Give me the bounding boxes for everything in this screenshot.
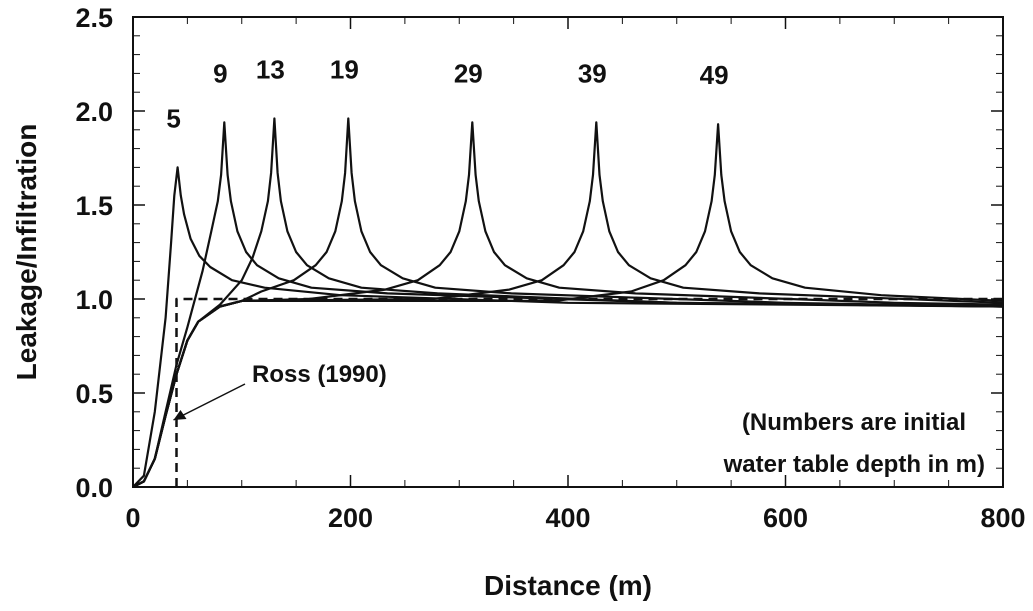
note-line-1: (Numbers are initial [742, 409, 966, 436]
series-line [132, 123, 1004, 488]
y-tick-label: 2.0 [75, 97, 113, 127]
peak-label: 39 [578, 58, 607, 88]
x-axis-title: Distance (m) [484, 570, 652, 601]
peak-label: 9 [213, 58, 227, 88]
peak-label: 5 [166, 103, 180, 133]
y-tick-label: 0.0 [75, 473, 113, 503]
series-label: Ross (1990) [252, 361, 387, 388]
peak-label: 19 [330, 55, 359, 85]
peak-label: 13 [256, 55, 285, 85]
y-tick-label: 1.5 [75, 191, 113, 221]
arrow-head [173, 410, 187, 420]
y-axis-title: Leakage/Infiltration [11, 124, 42, 381]
series-line [132, 121, 1004, 488]
x-tick-label: 400 [545, 503, 590, 533]
peak-label: 49 [700, 60, 729, 90]
note-line-2: water table depth in m) [723, 451, 985, 478]
x-tick-label: 800 [980, 503, 1025, 533]
x-tick-label: 600 [763, 503, 808, 533]
y-tick-label: 1.0 [75, 285, 113, 315]
label-arrow [173, 383, 246, 421]
x-tick-label: 0 [125, 503, 140, 533]
reference-line [175, 297, 1003, 487]
y-tick-label: 0.5 [75, 379, 113, 409]
series-line [132, 166, 1004, 488]
x-tick-label: 200 [328, 503, 373, 533]
y-tick-label: 2.5 [75, 3, 113, 33]
peak-label: 29 [454, 58, 483, 88]
